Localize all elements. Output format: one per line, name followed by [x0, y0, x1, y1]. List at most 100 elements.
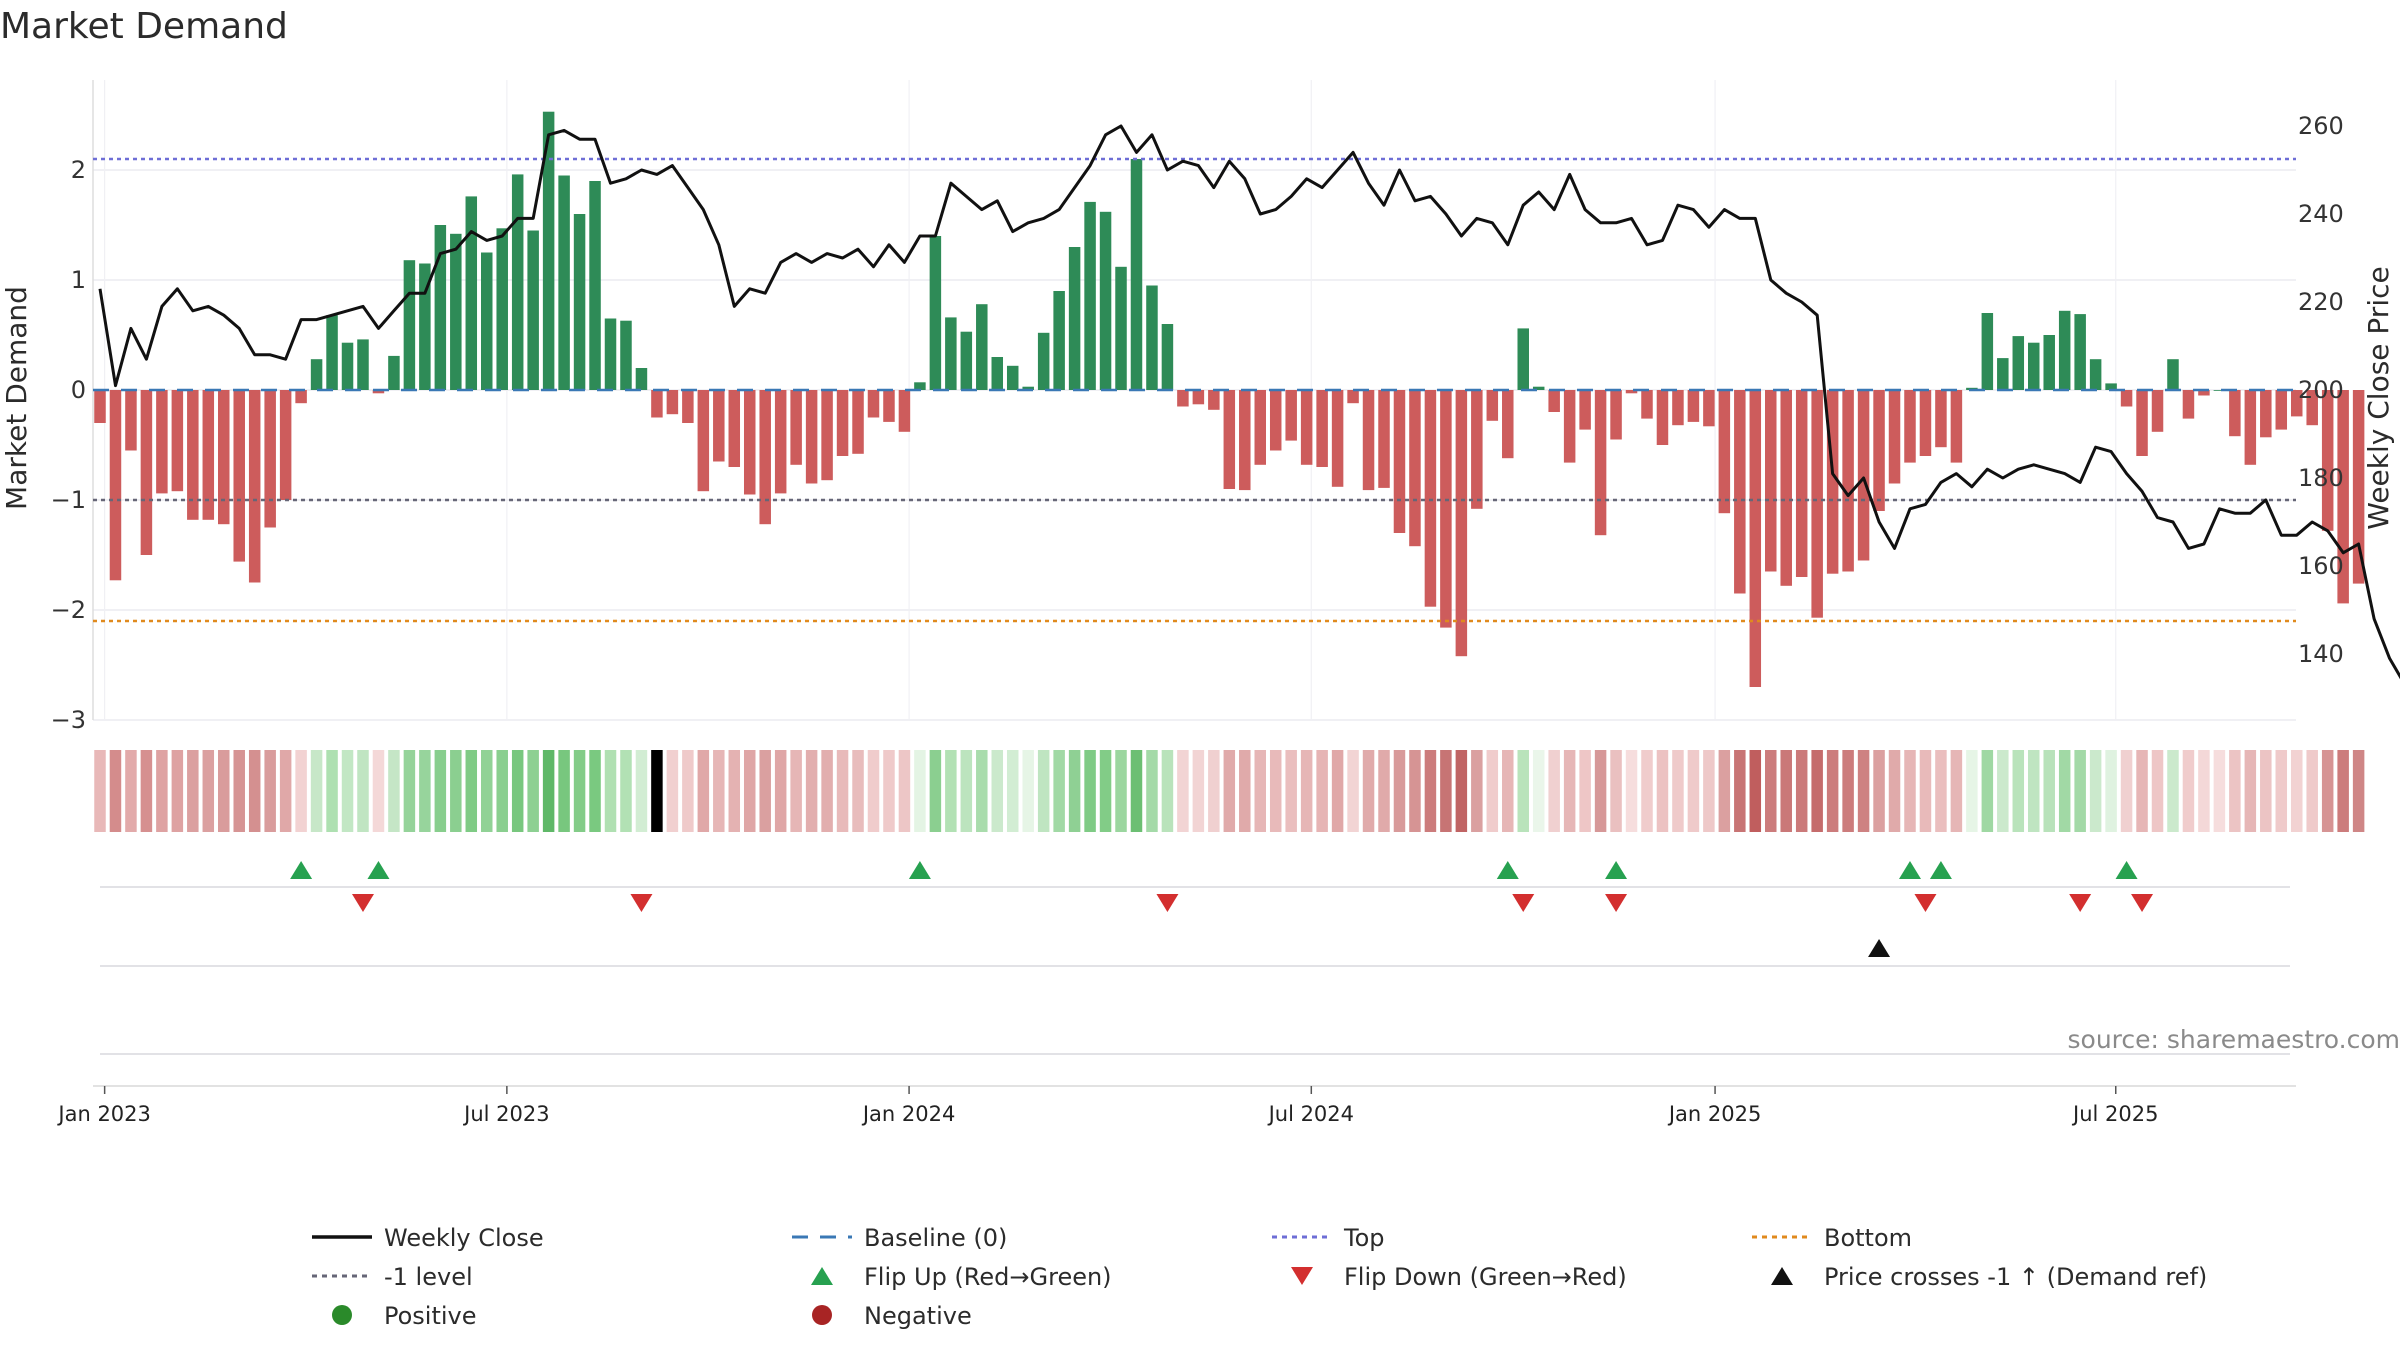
demand-bar	[1641, 390, 1653, 419]
legend-item: Flip Up (Red→Green)	[811, 1263, 1112, 1291]
x-tick-labels: Jan 2023 Jul 2023 Jan 2024 Jul 2024 Jan 2025…	[56, 1086, 2158, 1126]
heat-cell	[821, 750, 833, 832]
demand-bar	[1177, 390, 1189, 407]
heat-cell	[202, 750, 215, 832]
demand-bar	[1409, 390, 1421, 547]
heat-cell	[2136, 750, 2148, 832]
heat-cell	[1656, 750, 1669, 832]
heat-cell	[682, 750, 694, 832]
legend-swatch	[812, 1305, 832, 1325]
demand-bar	[1826, 390, 1839, 574]
legend-swatch	[1771, 1267, 1793, 1285]
heat-cell	[1594, 750, 1607, 832]
demand-bar	[1269, 390, 1282, 451]
demand-bar	[790, 390, 802, 465]
demand-bar	[2167, 359, 2179, 390]
flip-up-marker	[908, 861, 931, 879]
demand-bar	[1904, 390, 1916, 463]
demand-bar	[1919, 390, 1932, 456]
heat-cell	[1811, 750, 1823, 832]
heat-cell	[573, 750, 586, 832]
heat-cell	[2074, 750, 2086, 832]
demand-bar	[651, 390, 663, 418]
y-tick-label: −3	[51, 706, 86, 734]
heat-cell	[372, 750, 385, 832]
flip-down-marker	[1914, 894, 1937, 912]
heat-cell	[1919, 750, 1932, 832]
demand-bar	[1780, 390, 1792, 586]
demand-bar	[2105, 383, 2117, 390]
demand-bar	[960, 331, 973, 390]
heat-cell	[2260, 750, 2272, 832]
heat-cell	[1300, 750, 1313, 832]
demand-bar	[542, 111, 555, 390]
demand-bar	[604, 318, 617, 390]
heat-cell	[991, 750, 1004, 832]
heat-cell	[1254, 750, 1266, 832]
flip-down-marker	[2069, 894, 2092, 912]
heat-cell	[171, 750, 184, 832]
heat-cell	[1471, 750, 1483, 832]
heat-cell	[635, 750, 648, 832]
demand-bar	[419, 263, 431, 390]
heat-cell	[604, 750, 617, 832]
grid-lines	[92, 80, 2296, 721]
heat-cell	[805, 750, 818, 832]
heat-cell	[2306, 750, 2318, 832]
demand-bar	[310, 359, 323, 390]
demand-bar	[867, 390, 880, 418]
demand-bar	[1579, 390, 1591, 430]
y-tick-label: 1	[71, 266, 86, 294]
demand-bar	[728, 390, 741, 467]
heat-cell	[1424, 750, 1437, 832]
y2-tick-label: 220	[2298, 288, 2344, 316]
demand-bar	[852, 390, 864, 454]
demand-bar	[2260, 390, 2272, 438]
heat-cell	[1177, 750, 1189, 832]
demand-bar	[527, 230, 539, 390]
demand-bar	[1393, 390, 1406, 533]
demand-bar	[635, 368, 648, 390]
flip-down-marker	[1512, 894, 1535, 912]
heat-cell	[1362, 750, 1375, 832]
legend-item: Negative	[812, 1302, 972, 1330]
heat-cell	[1672, 750, 1684, 832]
legend-swatch	[1291, 1267, 1313, 1285]
demand-bar	[914, 382, 926, 390]
demand-bar	[2213, 390, 2226, 391]
demand-bar	[450, 233, 462, 390]
heat-cell	[248, 750, 261, 832]
heat-cell	[2244, 750, 2257, 832]
demand-bar	[743, 390, 756, 495]
demand-bar	[1362, 390, 1375, 491]
demand-bar	[1471, 390, 1483, 509]
demand-bar	[1997, 358, 2009, 390]
heat-cell	[109, 750, 122, 832]
y2-axis-label: Weekly Close Price	[2362, 266, 2395, 529]
flip-up-marker	[367, 861, 390, 879]
x-tick-label: Jan 2023	[56, 1102, 151, 1126]
heat-cell	[1285, 750, 1297, 832]
demand-bar	[125, 390, 137, 451]
demand-bar	[929, 236, 942, 390]
heat-cell	[790, 750, 802, 832]
heat-cell	[1502, 750, 1514, 832]
demand-bar	[1594, 390, 1607, 536]
demand-bar	[697, 390, 710, 492]
demand-bar	[1455, 390, 1468, 657]
demand-bar	[1811, 390, 1823, 618]
legend-label: Weekly Close	[384, 1224, 544, 1252]
demand-bar	[898, 390, 911, 432]
demand-bar	[2043, 335, 2055, 390]
demand-bar	[1037, 332, 1050, 390]
demand-bar	[1842, 390, 1854, 572]
heat-cell	[450, 750, 462, 832]
demand-bar	[1548, 390, 1560, 412]
heat-cell	[1842, 750, 1854, 832]
flip-up-marker	[1898, 861, 1921, 879]
demand-bar	[2136, 390, 2148, 456]
demand-bar	[1099, 211, 1112, 390]
demand-bar	[1022, 386, 1034, 390]
heat-cell	[1146, 750, 1158, 832]
